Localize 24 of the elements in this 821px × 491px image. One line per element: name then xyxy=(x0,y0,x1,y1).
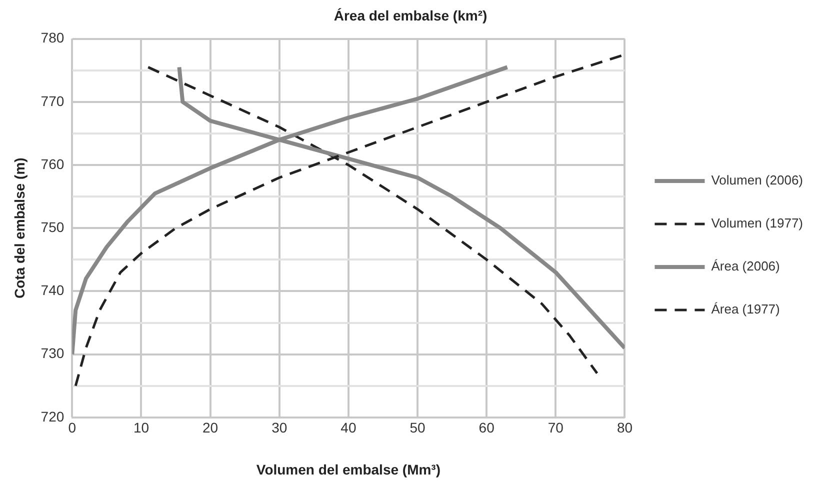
y-tick-label: 720 xyxy=(40,408,64,424)
x-tick-label: 70 xyxy=(548,420,564,436)
x-tick-label: 30 xyxy=(272,420,288,436)
y-tick-label: 780 xyxy=(40,30,64,46)
legend-label: Volumen (1977) xyxy=(711,216,803,231)
x-tick-label: 40 xyxy=(340,420,356,436)
y-tick-label: 730 xyxy=(40,345,64,362)
y-tick-label: 740 xyxy=(40,282,64,298)
y-tick-label: 760 xyxy=(40,156,64,172)
chart-title: Área del embalse (km²) xyxy=(334,7,488,24)
x-axis-title: Volumen del embalse (Mm³) xyxy=(256,461,440,478)
legend-label: Área (2006) xyxy=(711,258,780,274)
y-tick-label: 750 xyxy=(40,218,64,235)
x-tick-label: 50 xyxy=(410,420,426,436)
x-tick-label: 80 xyxy=(616,420,633,436)
x-tick-label: 0 xyxy=(68,420,76,436)
y-axis-title: Cota del embalse (m) xyxy=(11,158,28,299)
legend-label: Volumen (2006) xyxy=(711,172,803,188)
x-tick-label: 20 xyxy=(202,420,218,436)
line-series xyxy=(146,66,598,374)
x-tick-label: 10 xyxy=(133,420,150,436)
legend-label: Área (1977) xyxy=(711,302,780,317)
x-tick-label: 60 xyxy=(478,420,495,436)
y-tick-label: 770 xyxy=(40,92,64,109)
